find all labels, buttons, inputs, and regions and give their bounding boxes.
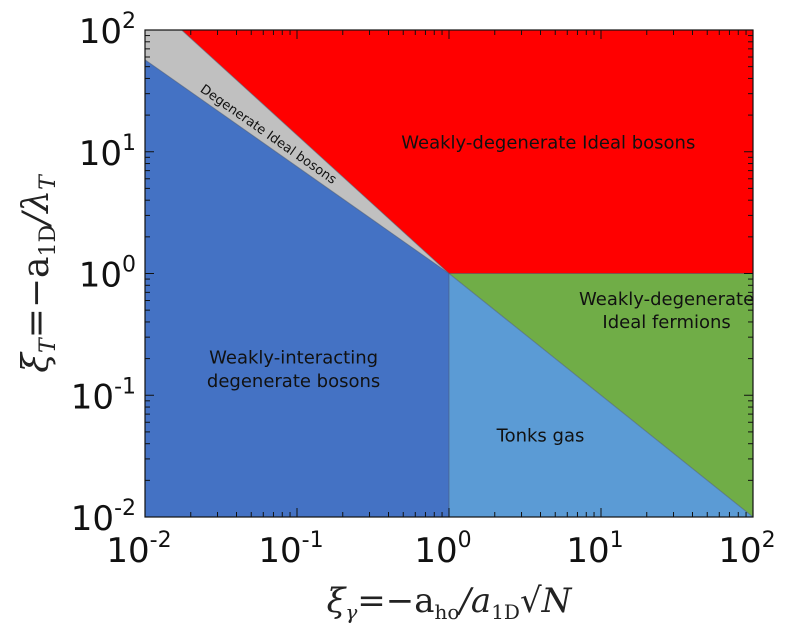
region-label-weakly-interacting-degenerate-bosons: Weakly-interacting degenerate bosons	[207, 347, 380, 391]
tick-label-layer: 10-2 10-1 100 101 102 10-2 10-1 100 101 102	[71, 9, 776, 571]
y-tick-label: 10-1	[71, 374, 136, 417]
region-boundary	[144, 59, 450, 274]
x-tick-label: 102	[718, 528, 775, 571]
tick-layer	[144, 29, 754, 518]
region-weakly-degenerate-ideal-bosons	[181, 30, 754, 274]
y-tick-label: 100	[79, 253, 136, 296]
region-label-tonks-gas: Tonks gas	[496, 426, 585, 447]
y-tick-label: 102	[79, 9, 136, 52]
x-tick-label: 10-2	[106, 528, 171, 571]
y-tick-label: 10-2	[71, 496, 136, 539]
region-degenerate-ideal-bosons	[145, 30, 449, 274]
region-boundary	[448, 273, 754, 518]
region-label-weakly-degenerate-ideal-fermions: Weakly-degenerate Ideal fermions	[579, 289, 754, 333]
region-layer	[144, 29, 754, 518]
y-axis-label: ξT=−a1D/λT	[16, 173, 61, 373]
region-weakly-interacting-degenerate-bosons	[145, 59, 449, 517]
x-axis-label: ξγ=−aho/a1D√N	[327, 581, 573, 624]
x-tick-label: 10-1	[258, 528, 323, 571]
region-label-weakly-degenerate-ideal-bosons: Weakly-degenerate Ideal bosons	[401, 132, 695, 153]
x-tick-label: 100	[414, 528, 471, 571]
region-boundary	[181, 29, 450, 274]
x-tick-label: 101	[566, 528, 623, 571]
y-tick-label: 101	[79, 131, 136, 174]
